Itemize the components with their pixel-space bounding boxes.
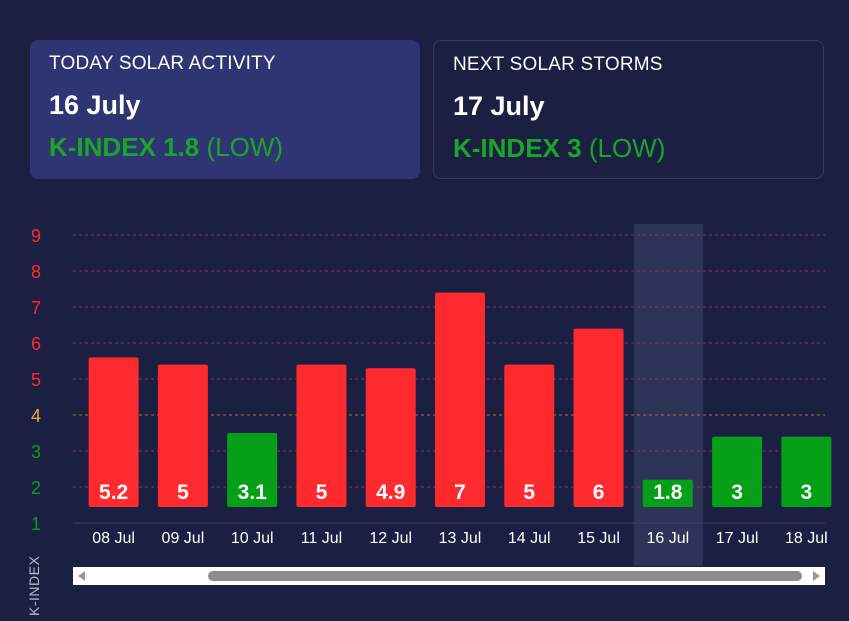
- x-tick-label: 15 Jul: [577, 530, 620, 547]
- y-tick-label: 8: [31, 262, 41, 282]
- bar: [642, 479, 693, 507]
- bar: [781, 436, 832, 507]
- bar-value-label: 3: [801, 481, 813, 504]
- y-tick-label: 3: [31, 442, 41, 462]
- bar: [296, 364, 347, 507]
- y-axis-label: K-INDEX: [26, 555, 42, 616]
- bar-value-label: 3.1: [238, 481, 268, 504]
- x-tick-label: 12 Jul: [369, 530, 412, 547]
- x-tick-label: 16 Jul: [646, 530, 689, 547]
- x-tick-label: 10 Jul: [231, 530, 274, 547]
- x-tick-label: 18 Jul: [785, 530, 828, 547]
- today-card-date: 16 July: [49, 90, 141, 120]
- bar: [365, 368, 416, 507]
- bar-value-label: 4.9: [376, 481, 405, 504]
- bar-value-label: 5: [523, 481, 535, 504]
- y-tick-label: 7: [31, 298, 41, 318]
- bar-value-label: 5: [177, 481, 189, 504]
- x-tick-label: 14 Jul: [508, 530, 551, 547]
- x-tick-label: 17 Jul: [716, 530, 759, 547]
- bar-value-label: 3: [731, 481, 743, 504]
- y-tick-label: 9: [31, 226, 41, 246]
- x-tick-label: 13 Jul: [439, 530, 482, 547]
- bar-value-label: 5: [316, 481, 328, 504]
- bar: [573, 328, 624, 507]
- next-card-kindex: K-INDEX 3 (LOW): [453, 132, 804, 164]
- bar: [227, 433, 278, 507]
- y-tick-label: 2: [31, 478, 41, 498]
- x-tick-label: 09 Jul: [162, 530, 205, 547]
- today-card-label: TODAY SOLAR ACTIVITY: [49, 53, 276, 74]
- today-kindex-level: (LOW): [206, 132, 284, 162]
- y-tick-label: 5: [31, 370, 41, 390]
- highlight-column: [633, 224, 703, 566]
- x-tick-label: 11 Jul: [301, 530, 343, 547]
- bar: [88, 357, 139, 507]
- next-card-label: NEXT SOLAR STORMS: [453, 54, 663, 75]
- next-kindex-level: (LOW): [588, 133, 666, 163]
- bar-value-label: 1.8: [653, 481, 683, 504]
- next-card-date: 17 July: [453, 91, 545, 121]
- today-solar-activity-card: TODAY SOLAR ACTIVITY 16 July K-INDEX 1.8…: [30, 40, 420, 179]
- bar: [435, 292, 485, 507]
- next-kindex-value: K-INDEX 3: [453, 133, 582, 163]
- y-tick-label: 1: [31, 514, 41, 534]
- bar-value-label: 7: [454, 481, 466, 504]
- chart-scrollbar[interactable]: [73, 567, 825, 585]
- bar: [712, 436, 763, 507]
- today-card-kindex: K-INDEX 1.8 (LOW): [49, 131, 401, 163]
- bar-value-label: 6: [593, 481, 605, 504]
- x-tick-label: 08 Jul: [92, 530, 135, 547]
- bar-value-label: 5.2: [99, 481, 128, 504]
- y-tick-label: 4: [31, 406, 41, 426]
- scroll-left-arrow-icon[interactable]: [78, 571, 85, 581]
- scroll-right-arrow-icon[interactable]: [813, 571, 820, 581]
- scroll-thumb[interactable]: [208, 571, 802, 581]
- bar: [157, 364, 208, 507]
- next-solar-storms-card: NEXT SOLAR STORMS 17 July K-INDEX 3 (LOW…: [433, 40, 824, 179]
- bar: [504, 364, 555, 507]
- y-tick-label: 6: [31, 334, 41, 354]
- today-kindex-value: K-INDEX 1.8: [49, 132, 200, 162]
